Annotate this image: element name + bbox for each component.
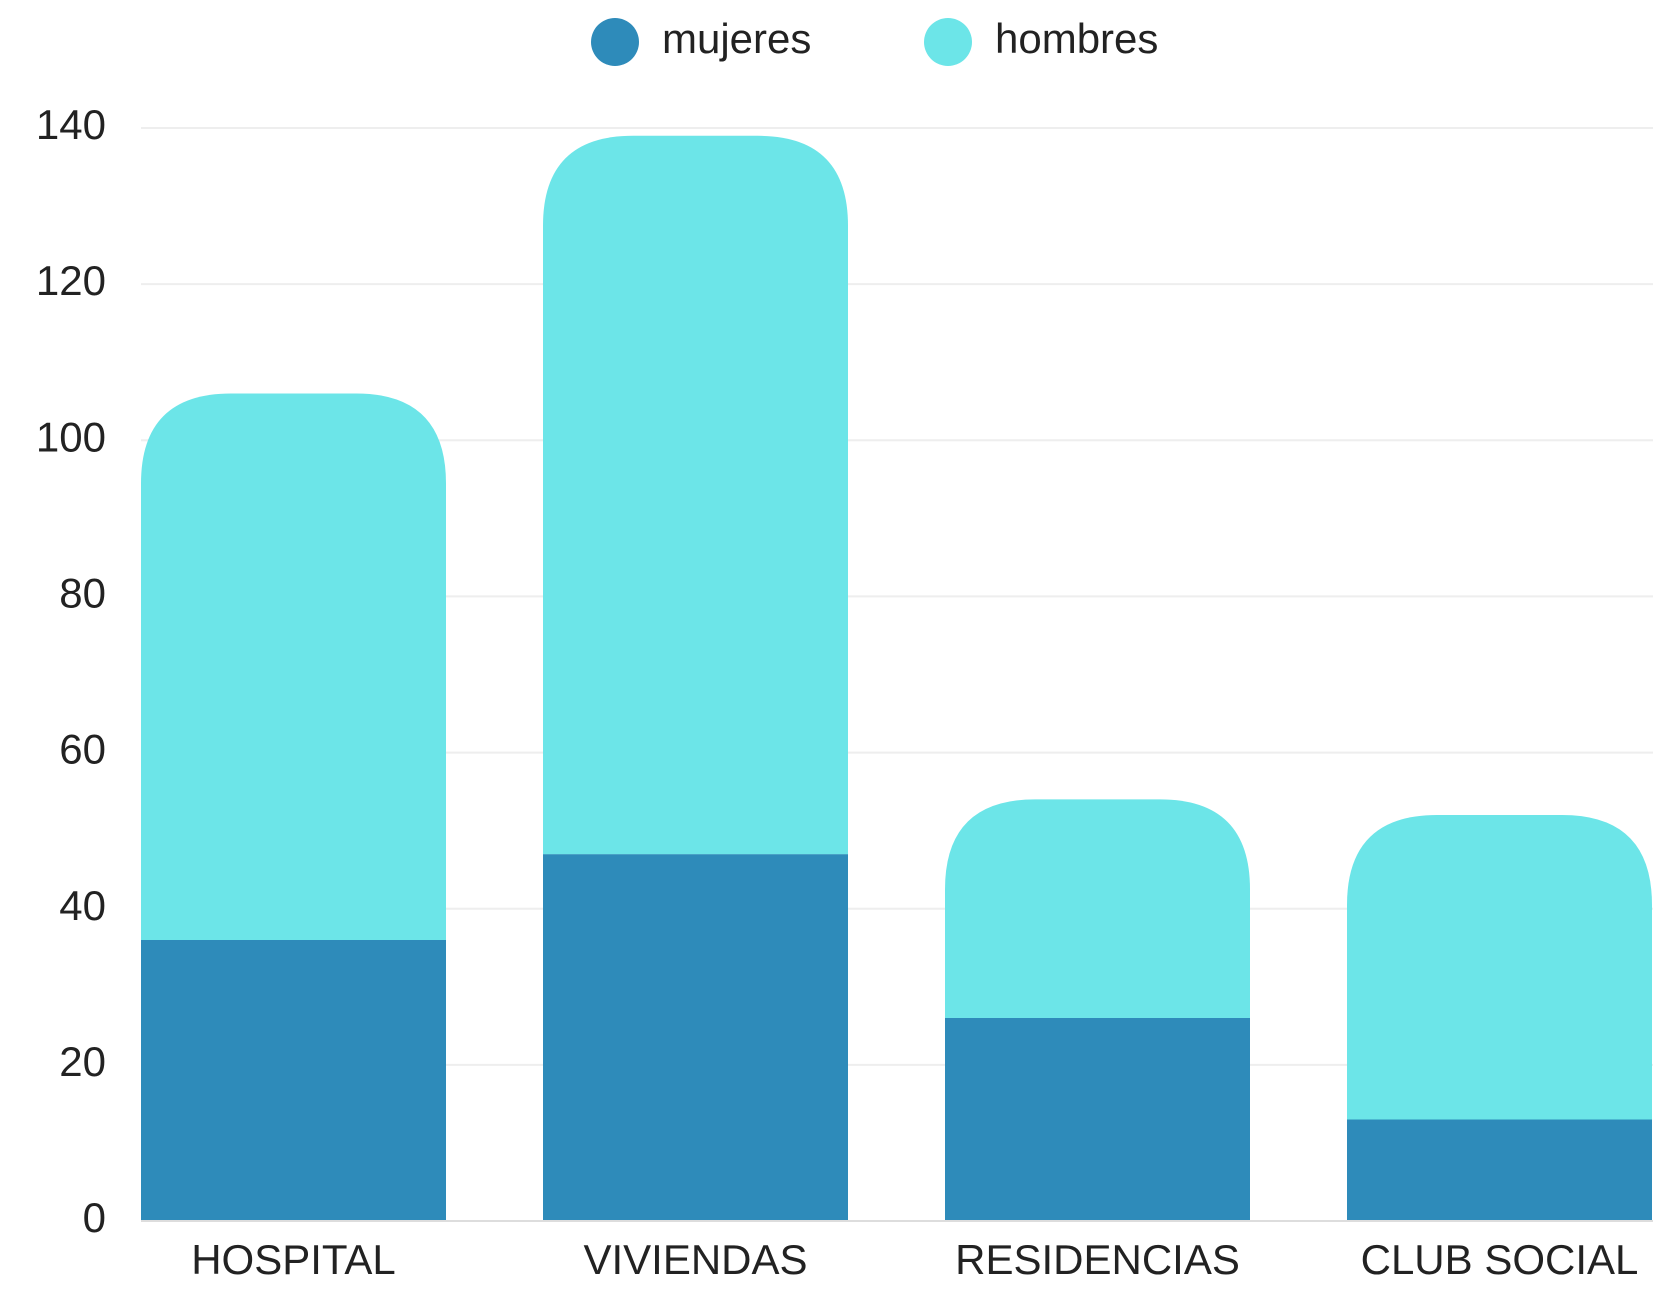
legend-label: hombres xyxy=(995,15,1158,62)
y-tick-label: 100 xyxy=(36,413,106,460)
y-tick-label: 0 xyxy=(83,1194,106,1241)
bar-segment xyxy=(141,393,446,940)
legend-swatch xyxy=(591,18,639,66)
bar-segment xyxy=(945,1018,1250,1221)
x-tick-label: CLUB SOCIAL xyxy=(1361,1236,1639,1283)
bar-segment xyxy=(1347,815,1652,1120)
bar-segment xyxy=(543,854,848,1221)
y-tick-label: 120 xyxy=(36,257,106,304)
y-tick-label: 40 xyxy=(59,882,106,929)
y-tick-label: 140 xyxy=(36,101,106,148)
y-tick-label: 60 xyxy=(59,726,106,773)
bar-segment xyxy=(141,939,446,1221)
bar-segment xyxy=(945,799,1250,1019)
y-tick-label: 80 xyxy=(59,570,106,617)
bar-segment xyxy=(1347,1119,1652,1221)
x-tick-label: RESIDENCIAS xyxy=(955,1236,1240,1283)
bar-segment xyxy=(543,135,848,855)
x-tick-label: HOSPITAL xyxy=(191,1236,396,1283)
x-tick-label: VIVIENDAS xyxy=(583,1236,807,1283)
legend-label: mujeres xyxy=(662,15,811,62)
y-tick-label: 20 xyxy=(59,1038,106,1085)
legend-swatch xyxy=(924,18,972,66)
